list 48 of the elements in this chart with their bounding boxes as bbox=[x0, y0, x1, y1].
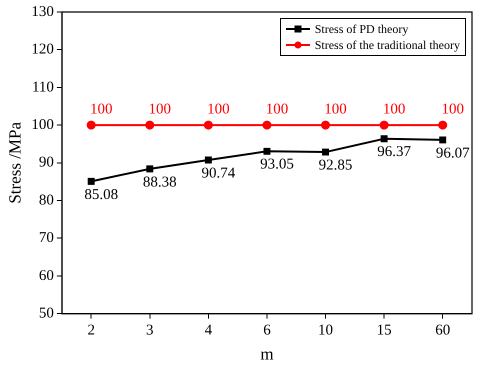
data-label: 92.85 bbox=[318, 157, 352, 174]
point bbox=[204, 156, 212, 164]
y-tick-label: 60 bbox=[38, 268, 54, 284]
data-label: 100 bbox=[148, 102, 172, 118]
point bbox=[88, 178, 95, 185]
x-tick-label: 15 bbox=[376, 322, 392, 339]
y-tick-label: 80 bbox=[38, 192, 54, 208]
y-tick-label: 50 bbox=[38, 306, 54, 322]
x-tick-label: 4 bbox=[204, 322, 213, 339]
x-tick-label: 60 bbox=[435, 322, 450, 339]
y-tick-label: 70 bbox=[38, 230, 54, 246]
x-axis-title: m bbox=[260, 344, 274, 364]
data-label: 100 bbox=[207, 102, 230, 118]
data-label: 90.74 bbox=[201, 165, 236, 182]
legend-label: Stress of PD theory bbox=[314, 22, 408, 36]
point bbox=[86, 120, 96, 130]
data-label: 100 bbox=[90, 102, 112, 118]
point bbox=[204, 120, 213, 130]
y-tick-label: 120 bbox=[31, 42, 54, 58]
data-label: 100 bbox=[441, 102, 464, 118]
data-label: 93.05 bbox=[260, 156, 294, 173]
y-tick-label: 130 bbox=[31, 4, 54, 20]
point bbox=[263, 148, 270, 155]
point bbox=[380, 135, 388, 142]
point bbox=[380, 120, 389, 130]
point bbox=[438, 120, 448, 130]
y-axis-title: Stress /MPa bbox=[6, 122, 25, 204]
data-label: 88.38 bbox=[142, 174, 177, 190]
y-tick-label: 100 bbox=[31, 117, 54, 134]
point bbox=[146, 165, 154, 172]
x-tick-label: 3 bbox=[146, 322, 154, 339]
point bbox=[322, 148, 330, 156]
data-label: 96.37 bbox=[377, 144, 412, 160]
data-label: 96.07 bbox=[436, 145, 470, 162]
x-tick-label: 2 bbox=[87, 322, 95, 339]
y-tick-label: 110 bbox=[32, 79, 54, 96]
point bbox=[439, 136, 446, 144]
x-tick-label: 10 bbox=[318, 322, 334, 339]
point bbox=[262, 120, 272, 130]
x-tick-label: 6 bbox=[263, 322, 272, 339]
data-label: 100 bbox=[382, 102, 406, 118]
point bbox=[145, 120, 154, 130]
data-label: 85.08 bbox=[84, 186, 118, 203]
y-tick-label: 90 bbox=[38, 154, 54, 171]
point bbox=[321, 120, 330, 130]
data-label: 100 bbox=[266, 102, 288, 118]
data-label: 100 bbox=[324, 102, 347, 118]
legend-label: Stress of the traditional theory bbox=[314, 38, 460, 52]
